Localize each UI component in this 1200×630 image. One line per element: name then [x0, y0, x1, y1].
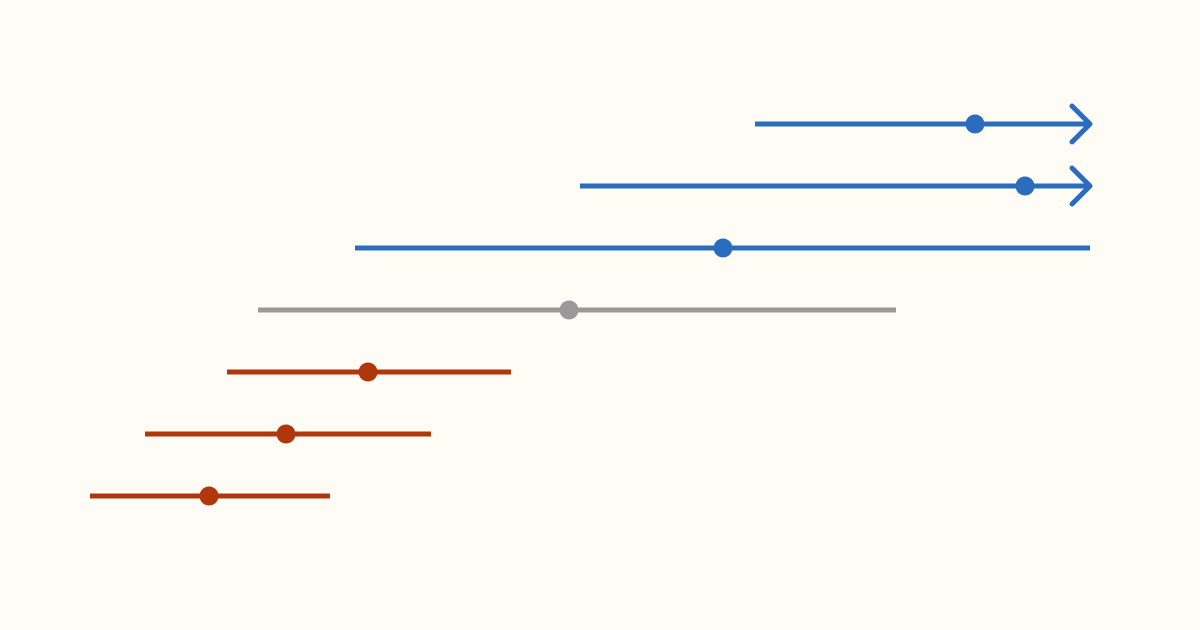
estimate-dot: [199, 486, 219, 506]
arrow-head: [1069, 165, 1093, 207]
estimate-dot: [1015, 176, 1035, 196]
estimate-dot: [713, 238, 733, 258]
estimate-dot: [965, 114, 985, 134]
estimate-dot: [559, 300, 579, 320]
estimate-dot: [358, 362, 378, 382]
arrow-head: [1069, 103, 1093, 145]
estimate-dot: [276, 424, 296, 444]
